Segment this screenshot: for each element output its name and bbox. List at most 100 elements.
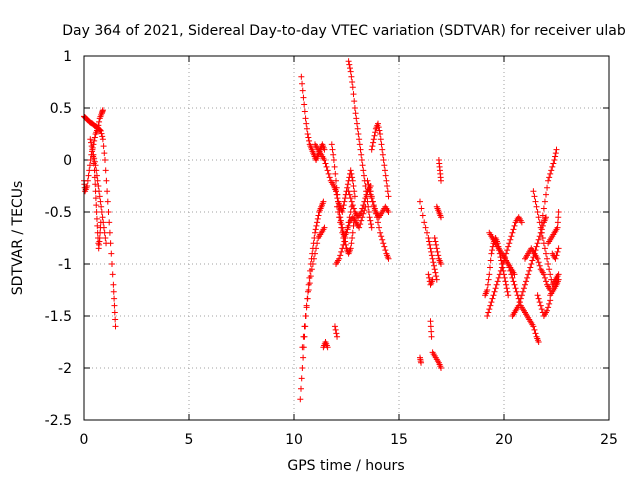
- x-tick-label: 25: [600, 432, 618, 448]
- data-point: [349, 174, 356, 181]
- data-point: [365, 181, 372, 188]
- data-point: [378, 141, 385, 148]
- data-point: [377, 229, 384, 236]
- data-point: [111, 309, 118, 316]
- data-point: [104, 198, 111, 205]
- y-tick-label: 1: [63, 49, 72, 65]
- data-point: [345, 219, 352, 226]
- data-point: [524, 274, 531, 281]
- data-point: [543, 214, 549, 221]
- data-point: [331, 323, 338, 330]
- data-point: [109, 261, 115, 267]
- data-points: [81, 58, 562, 403]
- data-point: [433, 245, 440, 252]
- data-point: [531, 326, 538, 333]
- data-point: [97, 198, 104, 205]
- data-point: [359, 205, 366, 212]
- data-point: [552, 153, 559, 160]
- data-point: [323, 163, 330, 170]
- data-point: [342, 195, 349, 202]
- data-point: [506, 264, 513, 271]
- data-point: [332, 326, 339, 333]
- data-point: [103, 240, 110, 247]
- data-point: [358, 151, 365, 158]
- data-point: [536, 233, 543, 240]
- data-point: [431, 235, 438, 241]
- data-point: [531, 193, 538, 200]
- data-point: [342, 235, 349, 241]
- data-point: [379, 236, 386, 243]
- data-point: [330, 151, 337, 158]
- data-point: [301, 323, 308, 330]
- data-point: [106, 219, 113, 226]
- data-point: [545, 304, 552, 311]
- y-tick-label: 0.5: [50, 101, 72, 117]
- data-point: [429, 255, 436, 262]
- data-point: [512, 285, 519, 292]
- data-point: [536, 262, 543, 269]
- data-point: [351, 193, 358, 200]
- data-point: [303, 120, 310, 127]
- data-point: [493, 281, 500, 288]
- data-point: [369, 143, 376, 150]
- data-point: [418, 205, 425, 212]
- data-point: [360, 202, 367, 209]
- data-point: [366, 184, 373, 191]
- data-point: [349, 177, 356, 184]
- data-point: [431, 266, 438, 273]
- data-point: [428, 248, 435, 255]
- data-point: [380, 157, 387, 163]
- data-point: [527, 264, 534, 271]
- data-point: [93, 167, 100, 174]
- data-point: [522, 281, 528, 288]
- data-point: [510, 278, 517, 285]
- data-point: [507, 267, 514, 274]
- data-point: [304, 131, 311, 137]
- data-point: [484, 281, 491, 288]
- data-point: [349, 84, 356, 91]
- data-point: [533, 203, 540, 210]
- data-point: [489, 295, 496, 302]
- data-point: [545, 177, 552, 184]
- data-point: [372, 210, 379, 217]
- data-point: [100, 219, 107, 226]
- data-point: [370, 203, 377, 210]
- data-point: [513, 288, 520, 295]
- data-point: [544, 307, 551, 314]
- data-point: [505, 292, 512, 299]
- data-point: [344, 224, 351, 231]
- data-point: [554, 248, 561, 255]
- data-point: [555, 276, 562, 283]
- data-point: [383, 177, 390, 184]
- data-point: [92, 181, 99, 188]
- y-tick-label: -1: [58, 257, 72, 273]
- data-point: [417, 198, 423, 205]
- data-point: [99, 214, 106, 221]
- data-point: [428, 328, 435, 335]
- data-point: [103, 177, 110, 184]
- data-point: [322, 160, 329, 167]
- data-point: [541, 274, 548, 281]
- data-point: [509, 229, 516, 236]
- data-point: [299, 344, 306, 351]
- x-tick-label: 20: [495, 432, 513, 448]
- data-point: [504, 288, 511, 295]
- data-point: [326, 174, 333, 181]
- data-point: [368, 193, 375, 200]
- data-point: [343, 229, 350, 236]
- grid-lines: [84, 56, 609, 420]
- data-point: [328, 141, 335, 148]
- data-point: [554, 224, 561, 231]
- data-point: [547, 297, 554, 304]
- data-point: [308, 266, 315, 273]
- data-point: [347, 68, 354, 75]
- data-point: [534, 292, 541, 299]
- data-point: [543, 278, 549, 285]
- data-point: [313, 222, 320, 229]
- data-point: [94, 222, 101, 229]
- data-point: [348, 240, 355, 247]
- data-point: [487, 264, 493, 271]
- x-tick-label: 10: [285, 432, 303, 448]
- data-point: [537, 224, 544, 231]
